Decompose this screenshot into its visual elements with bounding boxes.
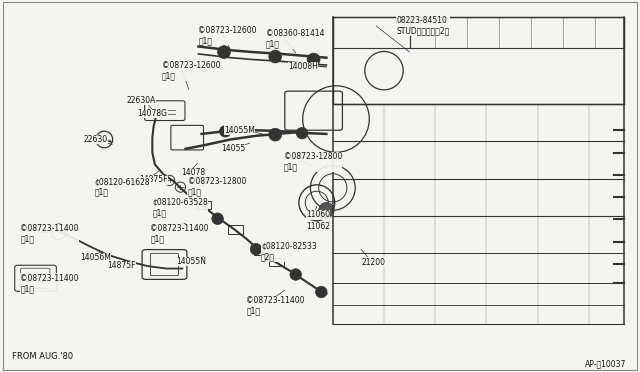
- Text: 14875F: 14875F: [108, 262, 136, 270]
- Ellipse shape: [307, 53, 320, 66]
- Ellipse shape: [269, 128, 282, 141]
- Ellipse shape: [296, 128, 308, 139]
- Text: ¢08120-63528
（1）: ¢08120-63528 （1）: [152, 198, 208, 217]
- Text: 14055: 14055: [221, 144, 245, 153]
- Text: 14078: 14078: [181, 169, 205, 177]
- Text: ©08723-12600
（1）: ©08723-12600 （1）: [162, 61, 220, 80]
- Text: 22630A: 22630A: [127, 96, 156, 105]
- Text: ¢08120-61628
（1）: ¢08120-61628 （1）: [95, 177, 150, 197]
- Text: 22630: 22630: [83, 135, 108, 144]
- Text: ©08723-12600
（1）: ©08723-12600 （1）: [198, 26, 257, 45]
- Text: 08223-84510
STUDスタッド（2）: 08223-84510 STUDスタッド（2）: [397, 16, 450, 36]
- Ellipse shape: [290, 269, 301, 280]
- Text: 11062: 11062: [306, 222, 330, 231]
- Ellipse shape: [269, 50, 282, 63]
- Ellipse shape: [316, 286, 327, 298]
- Text: ©08723-12800
（1）: ©08723-12800 （1）: [188, 177, 246, 197]
- Text: ©08723-11400
（1）: ©08723-11400 （1）: [150, 224, 209, 243]
- Ellipse shape: [218, 46, 230, 58]
- Text: ©08723-11400
（1）: ©08723-11400 （1）: [246, 296, 305, 315]
- Ellipse shape: [319, 202, 334, 218]
- Ellipse shape: [220, 126, 231, 137]
- Text: ©08360-81414
（1）: ©08360-81414 （1）: [266, 29, 324, 49]
- Text: 14078G: 14078G: [138, 109, 168, 118]
- Ellipse shape: [250, 244, 262, 255]
- Text: 21200: 21200: [362, 258, 385, 267]
- Text: 14055M: 14055M: [224, 126, 255, 135]
- Text: ©08723-11400
（1）: ©08723-11400 （1）: [20, 274, 79, 293]
- Text: FROM AUG.'80: FROM AUG.'80: [12, 352, 73, 361]
- Text: 14875F: 14875F: [140, 175, 168, 184]
- Text: 14055N: 14055N: [176, 257, 206, 266]
- Text: AP-ア10037: AP-ア10037: [584, 359, 626, 368]
- Text: ©08723-11400
（1）: ©08723-11400 （1）: [20, 224, 79, 243]
- Text: ¢08120-82533
（2）: ¢08120-82533 （2）: [261, 242, 317, 262]
- Text: ©08723-12800
（1）: ©08723-12800 （1）: [284, 152, 342, 171]
- Text: 14056M: 14056M: [80, 253, 111, 262]
- Text: 14008H: 14008H: [288, 62, 318, 71]
- Text: 11060: 11060: [306, 210, 330, 219]
- Ellipse shape: [212, 213, 223, 224]
